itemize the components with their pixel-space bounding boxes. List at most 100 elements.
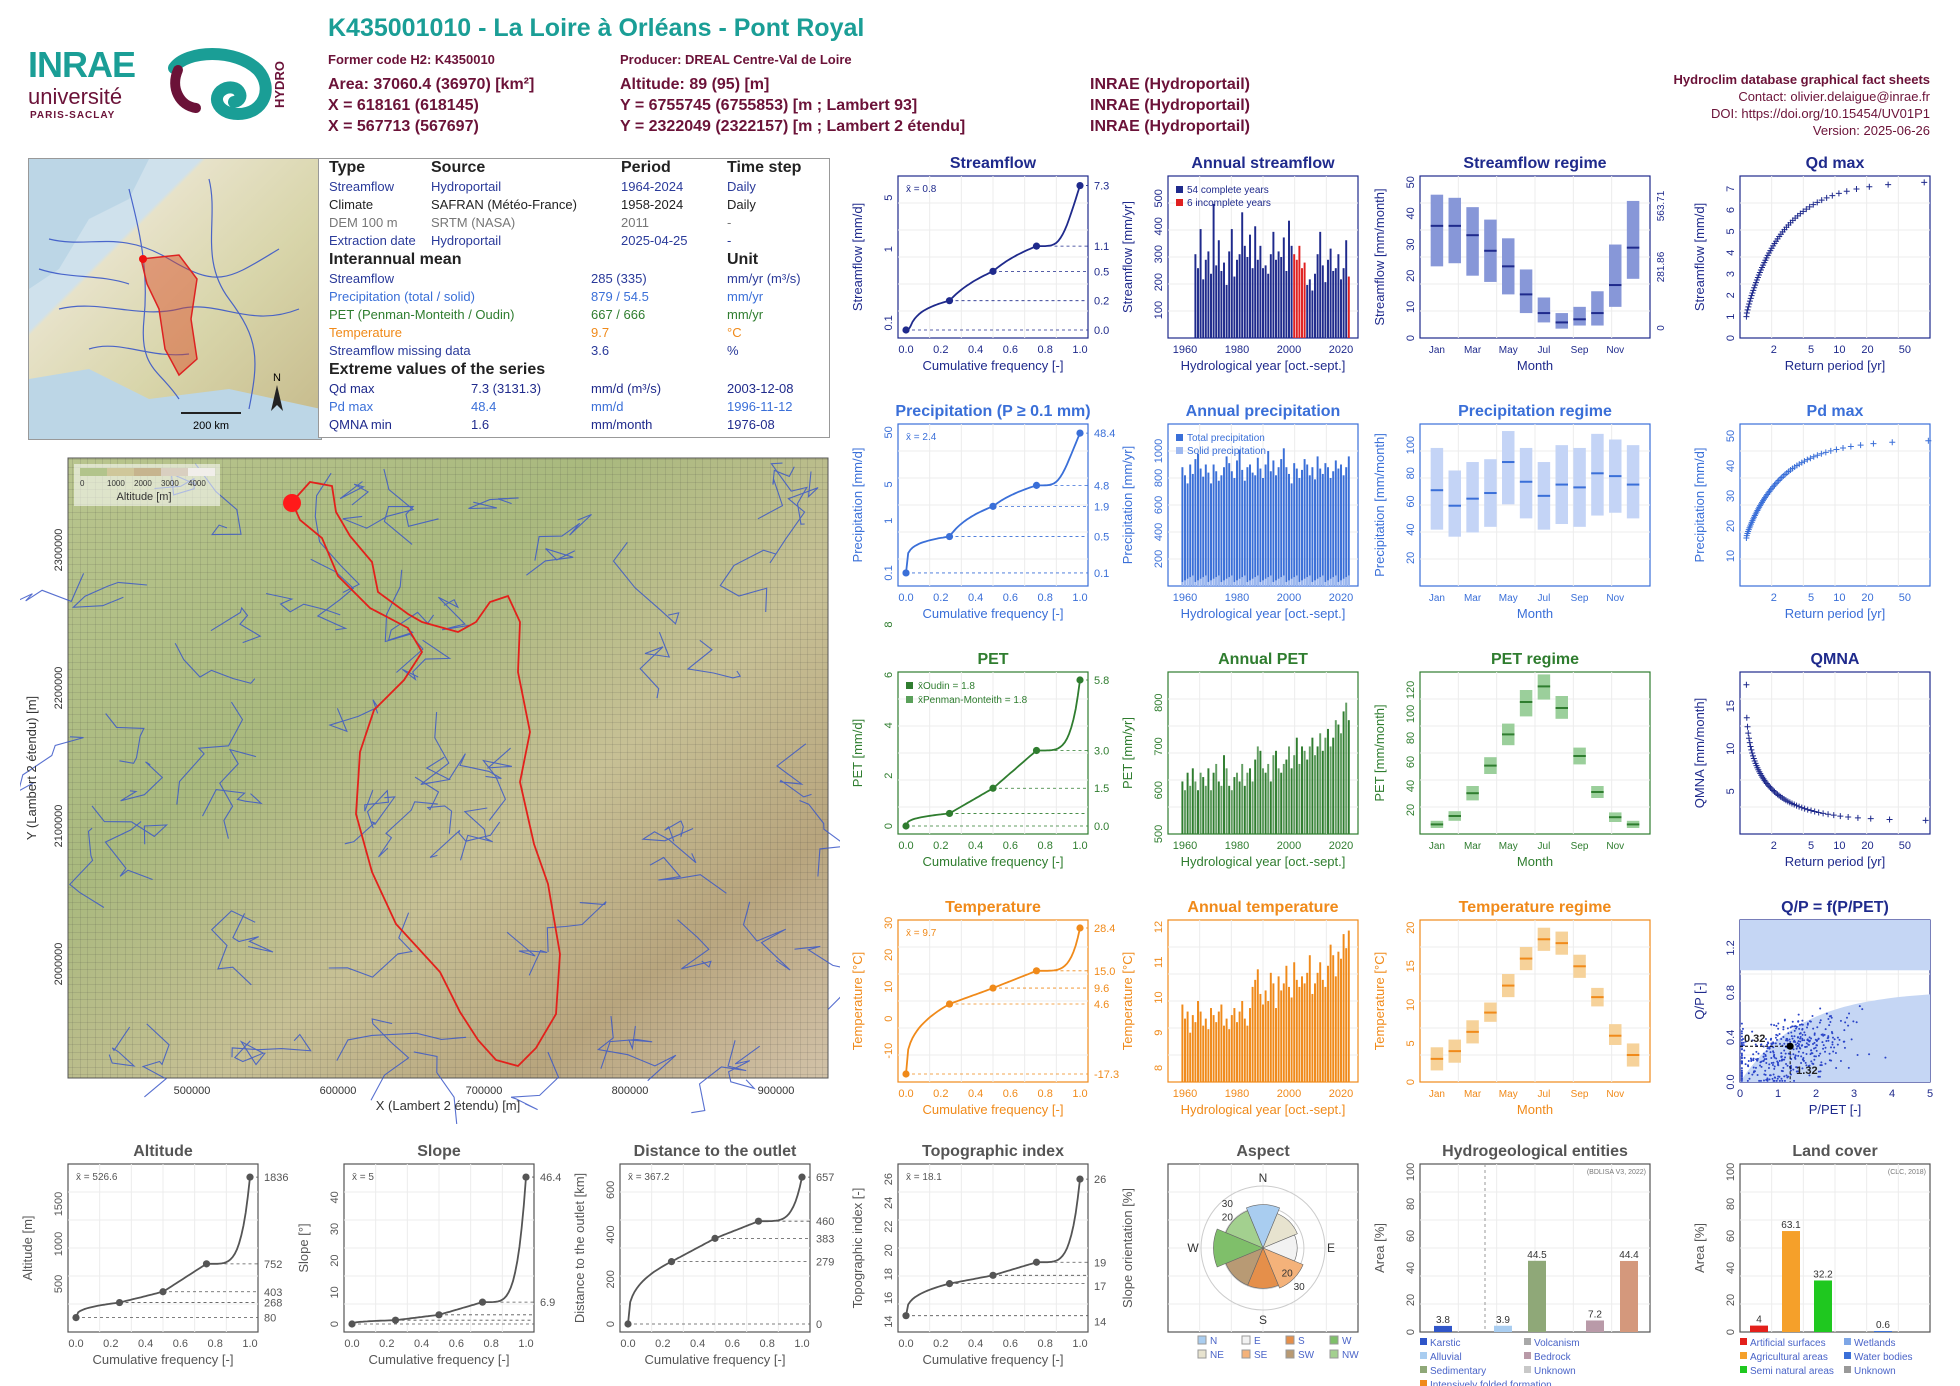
streamflow-x-tick: 0.4 xyxy=(968,344,983,356)
hydrogeology-y-tick: 40 xyxy=(1405,1262,1417,1274)
qp_ppet-point xyxy=(1743,1056,1746,1059)
mean-row-missing: Streamflow missing data 3.6% xyxy=(329,343,819,359)
annual_pet-bar xyxy=(1321,750,1324,834)
cell: Qd max xyxy=(329,381,375,396)
annual_precipitation-bar xyxy=(1189,464,1192,586)
qmna-point xyxy=(1766,783,1773,790)
qd_max-title: Qd max xyxy=(1806,155,1865,172)
qp_ppet-title: Q/P = f(P/PET) xyxy=(1781,899,1889,916)
hydrogeology-y-tick: 60 xyxy=(1405,1230,1417,1242)
qp_ppet-point xyxy=(1771,1064,1774,1067)
annual_temperature-x-tick: 2020 xyxy=(1329,1088,1353,1100)
hdr-source: Source xyxy=(431,159,486,176)
streamflow-x-tick: 0.2 xyxy=(933,344,948,356)
qmna-x-tick: 2 xyxy=(1771,840,1777,852)
hdr-unit: Unit xyxy=(727,251,759,268)
qp_ppet-point xyxy=(1797,1040,1800,1043)
qp_ppet-point xyxy=(1796,1036,1799,1039)
annual_temperature-bar xyxy=(1334,976,1337,1082)
land_cover-value-label: 63.1 xyxy=(1781,1220,1801,1231)
altitude-title: Altitude xyxy=(133,1143,193,1160)
annual_precipitation-bar xyxy=(1269,471,1272,586)
qp_ppet-point xyxy=(1785,1063,1788,1066)
pd_max-x-label: Return period [yr] xyxy=(1785,606,1885,621)
river-segment xyxy=(686,639,742,679)
annual_streamflow-title: Annual streamflow xyxy=(1191,155,1335,172)
annual_temperature-y-label: Temperature [°C] xyxy=(1120,952,1135,1050)
altitude-quantile-point xyxy=(72,1314,80,1322)
annual_streamflow-bar xyxy=(1246,257,1249,338)
river-segment xyxy=(344,796,396,845)
hydrogeology-panel: Hydrogeological entities Area [%] 3.8 3.9 44… xyxy=(1372,1143,1651,1386)
hydrogeology-y-label: Area [%] xyxy=(1372,1223,1387,1273)
precipitation-title: Precipitation (P ≥ 0.1 mm) xyxy=(895,403,1090,420)
qp_ppet-point xyxy=(1808,1074,1811,1077)
annual_precipitation-solid-bar xyxy=(1314,580,1316,586)
cell: - xyxy=(727,215,732,230)
cell: 2025-04-25 xyxy=(621,233,688,248)
land_cover-legend-label: Water bodies xyxy=(1854,1352,1913,1363)
aspect-ring-label: 30 xyxy=(1222,1199,1234,1210)
qp_ppet-point xyxy=(1767,1042,1770,1045)
precipitation-x-label: Cumulative frequency [-] xyxy=(923,606,1064,621)
producer: Producer: DREAL Centre-Val de Loire xyxy=(620,52,852,67)
precipitation-x-tick: 0.8 xyxy=(1038,592,1053,604)
aspect-legend-swatch xyxy=(1329,1349,1339,1359)
annual_precipitation-panel: Annual precipitation Hydrological year [o… xyxy=(1120,403,1359,621)
annual_streamflow-x-tick: 2020 xyxy=(1329,344,1353,356)
precipitation-quantile-point xyxy=(1032,481,1041,489)
qp_ppet-point xyxy=(1756,1073,1759,1076)
pd_max-point xyxy=(1807,455,1814,462)
distance_outlet-y-tick: 400 xyxy=(605,1225,617,1243)
hydrogeology-legend-label: Volcanism xyxy=(1534,1338,1580,1349)
pet-quantile-point xyxy=(945,809,954,818)
annual_temperature-x-tick: 1960 xyxy=(1173,1088,1197,1100)
altitude-right-tick: 752 xyxy=(264,1259,282,1271)
river-segment xyxy=(20,573,85,603)
qp_ppet-point xyxy=(1788,1038,1791,1041)
topographic_index-y-tick: 20 xyxy=(883,1244,895,1256)
pd_max-x-tick: 10 xyxy=(1833,592,1845,604)
qp_ppet-point xyxy=(1816,1039,1819,1042)
hydrogeology-y-tick: 100 xyxy=(1405,1163,1417,1181)
qp_ppet-point xyxy=(1831,1032,1834,1035)
qp_ppet-point xyxy=(1810,1037,1813,1040)
qp_ppet-point xyxy=(1829,1015,1832,1018)
qp_ppet-point xyxy=(1858,1005,1861,1008)
annual_streamflow-y-tick: 100 xyxy=(1153,301,1165,319)
qp_ppet-point xyxy=(1835,1067,1838,1070)
annual_streamflow-bar xyxy=(1243,245,1246,338)
qp_ppet-point xyxy=(1765,1061,1768,1064)
pet-x-tick: 0.8 xyxy=(1038,840,1053,852)
hydrogeology-value-label: 7.2 xyxy=(1588,1309,1602,1320)
annual_pet-bar xyxy=(1342,711,1345,834)
pet-quantile-point xyxy=(902,822,910,830)
annual_temperature-bar xyxy=(1340,958,1342,1082)
annual_pet-bar xyxy=(1191,768,1194,834)
pet_regime-y-tick: 20 xyxy=(1405,804,1417,816)
annual_streamflow-bar xyxy=(1319,231,1322,338)
annual_precipitation-bar xyxy=(1191,473,1194,586)
annual_pet-bar xyxy=(1295,737,1298,834)
pet-right-tick: 5.8 xyxy=(1094,675,1109,687)
annual_precipitation-bar xyxy=(1202,476,1205,586)
temperature-y-tick: -10 xyxy=(883,1043,895,1059)
y-lambert2: Y = 2322049 (2322157) [m ; Lambert 2 éte… xyxy=(620,118,966,135)
land_cover-legend-label: Unknown xyxy=(1854,1366,1896,1377)
temperature_regime-x-tick: May xyxy=(1499,1089,1518,1100)
qp_ppet-point xyxy=(1766,1043,1769,1046)
qd_max-point xyxy=(1746,298,1753,305)
qd_max-point xyxy=(1752,279,1759,286)
temperature-title: Temperature xyxy=(945,899,1041,916)
slope-x-label: Cumulative frequency [-] xyxy=(369,1352,510,1367)
land_cover-legend-swatch xyxy=(1844,1352,1851,1359)
annual_streamflow-bar xyxy=(1223,262,1225,338)
annual_precipitation-bar xyxy=(1228,463,1231,586)
annual_pet-bar xyxy=(1246,772,1249,834)
annual_precipitation-solid-bar xyxy=(1288,580,1290,586)
temperature-x-label: Cumulative frequency [-] xyxy=(923,1102,1064,1117)
topographic_index-y-tick: 26 xyxy=(883,1173,895,1185)
annual_streamflow-bar xyxy=(1332,270,1335,338)
qp_ppet-point xyxy=(1868,1053,1871,1056)
qp_ppet-point xyxy=(1772,1073,1775,1076)
